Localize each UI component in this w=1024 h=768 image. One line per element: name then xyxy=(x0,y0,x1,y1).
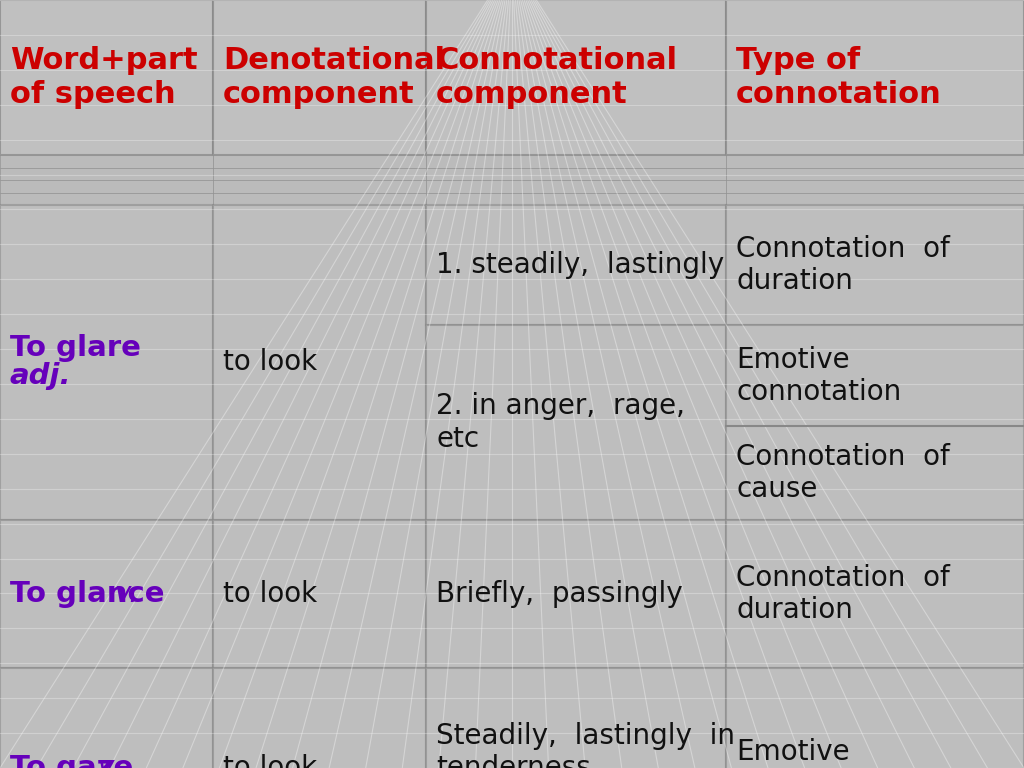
Bar xyxy=(0,520,213,668)
Bar xyxy=(726,193,1024,205)
Bar xyxy=(726,0,1024,155)
Text: adj.: adj. xyxy=(10,362,72,390)
Bar xyxy=(426,180,726,193)
Text: Emotive
connotation: Emotive connotation xyxy=(736,738,901,768)
Text: Steadily,  lastingly  in
tenderness,
admiration: Steadily, lastingly in tenderness, admir… xyxy=(436,722,735,768)
Bar xyxy=(726,167,1024,180)
Bar xyxy=(426,668,726,768)
Text: Connotation  of
cause: Connotation of cause xyxy=(736,443,949,503)
Text: Connotational
component: Connotational component xyxy=(436,46,677,109)
Text: To glare: To glare xyxy=(10,335,141,362)
Bar xyxy=(426,0,726,155)
Text: 1. steadily,  lastingly: 1. steadily, lastingly xyxy=(436,251,724,279)
Text: v.: v. xyxy=(115,580,138,608)
Bar xyxy=(726,205,1024,325)
Bar xyxy=(0,155,213,167)
Text: To gaze: To gaze xyxy=(10,754,143,768)
Bar xyxy=(213,193,426,205)
Text: Connotation  of
duration: Connotation of duration xyxy=(736,564,949,624)
Text: Connotation  of
duration: Connotation of duration xyxy=(736,235,949,295)
Bar xyxy=(726,520,1024,668)
Bar xyxy=(0,193,213,205)
Text: Denotational
component: Denotational component xyxy=(223,46,445,109)
Bar xyxy=(213,167,426,180)
Bar xyxy=(426,193,726,205)
Bar xyxy=(726,155,1024,167)
Bar xyxy=(213,205,426,520)
Bar xyxy=(726,668,1024,768)
Bar xyxy=(0,668,213,768)
Bar xyxy=(213,0,426,155)
Bar xyxy=(0,205,213,520)
Bar xyxy=(426,205,726,325)
Text: Briefly,  passingly: Briefly, passingly xyxy=(436,580,683,608)
Text: to look: to look xyxy=(223,580,317,608)
Text: To glance: To glance xyxy=(10,580,175,608)
Bar xyxy=(726,325,1024,520)
Bar xyxy=(213,520,426,668)
Text: Word+part
of speech: Word+part of speech xyxy=(10,46,198,109)
Bar xyxy=(426,520,726,668)
Text: to look: to look xyxy=(223,754,317,768)
Text: Emotive
connotation: Emotive connotation xyxy=(736,346,901,406)
Bar xyxy=(213,155,426,167)
Bar xyxy=(213,668,426,768)
Bar xyxy=(0,167,213,180)
Bar xyxy=(726,180,1024,193)
Bar xyxy=(426,167,726,180)
Bar xyxy=(426,325,726,520)
Bar xyxy=(0,180,213,193)
Text: Type of
connotation: Type of connotation xyxy=(736,46,942,109)
Bar xyxy=(0,0,213,155)
Text: 2. in anger,  rage,
etc: 2. in anger, rage, etc xyxy=(436,392,685,452)
Text: v.: v. xyxy=(98,754,121,768)
Bar xyxy=(213,180,426,193)
Bar xyxy=(426,155,726,167)
Text: to look: to look xyxy=(223,349,317,376)
